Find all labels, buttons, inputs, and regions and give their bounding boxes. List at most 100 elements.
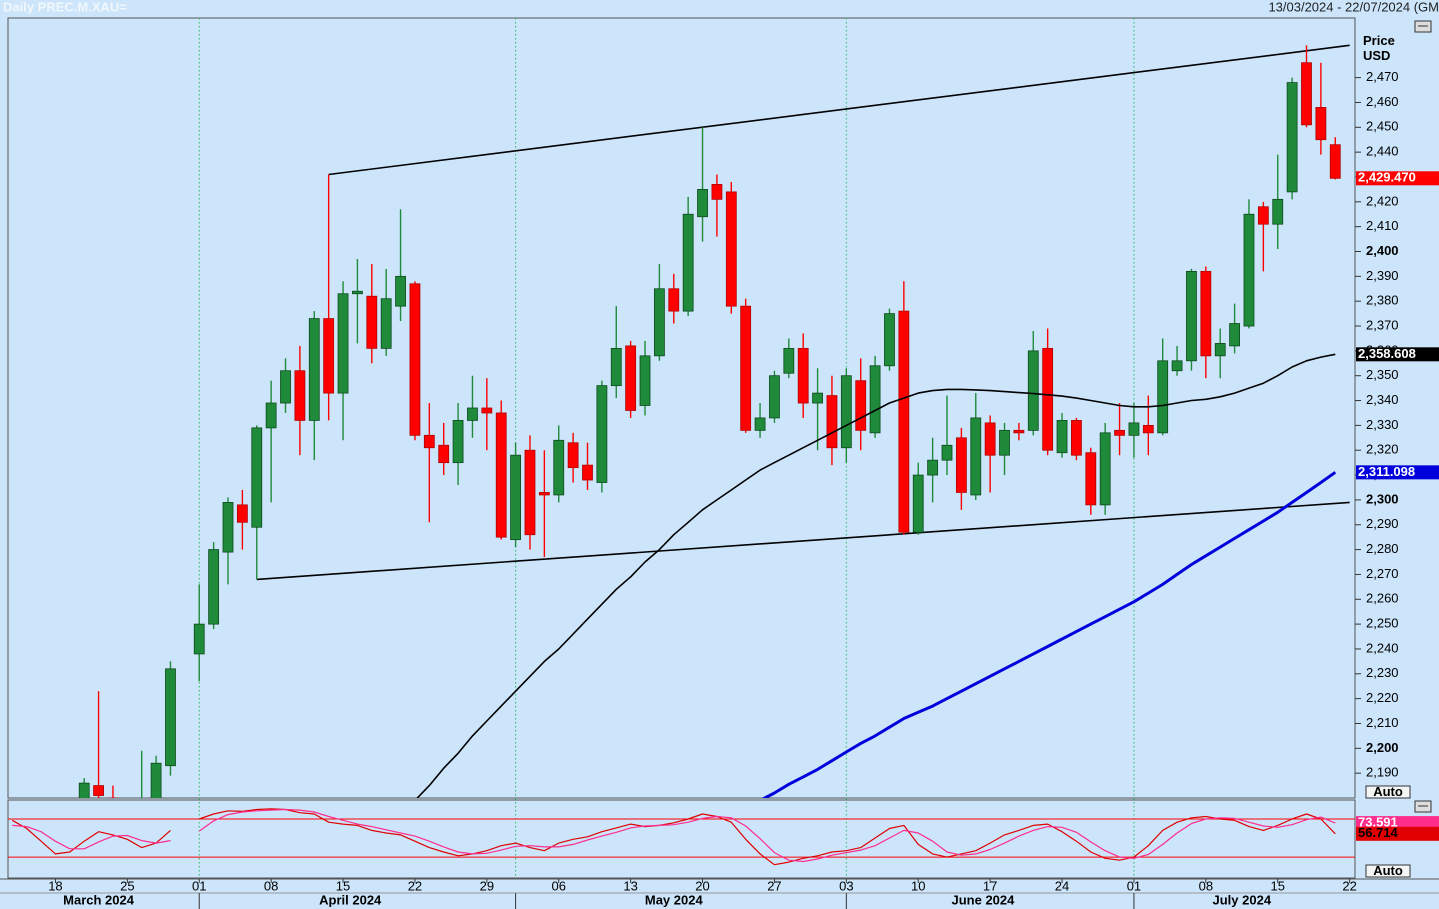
candle-body	[610, 347, 622, 387]
value-tag-bg	[1356, 465, 1439, 480]
auto-scale-button[interactable]	[1365, 785, 1411, 799]
value-tag-bg	[1356, 816, 1439, 831]
auto-scale-label: Auto	[1373, 784, 1403, 799]
x-tick-label: 08	[1199, 878, 1213, 893]
candle-body	[1329, 144, 1341, 179]
y-tick-label: 2,470	[1366, 69, 1399, 84]
x-tick-label: 22	[1342, 878, 1356, 893]
candle-body	[769, 375, 780, 419]
x-tick-label: 17	[983, 878, 997, 893]
candle-body	[668, 288, 680, 312]
candle-body	[409, 283, 421, 436]
candle-body	[955, 437, 967, 493]
candle-body	[294, 370, 306, 421]
candle-body	[1114, 429, 1125, 436]
candle-body	[1186, 270, 1197, 362]
candle-body	[625, 345, 637, 411]
month-label: July 2024	[1213, 892, 1272, 907]
candle-body	[869, 365, 881, 434]
line-series	[12, 808, 1336, 863]
candle-body	[395, 275, 406, 307]
candle-body	[366, 295, 378, 349]
x-tick-label: 01	[1127, 878, 1141, 893]
candle-body	[1027, 350, 1039, 431]
y-tick-label: 2,210	[1366, 715, 1399, 730]
candle-body	[1128, 422, 1140, 436]
candle-body	[826, 395, 838, 449]
candle-body	[697, 189, 708, 218]
candle-body	[1214, 343, 1226, 357]
candle-body	[596, 385, 608, 483]
x-tick-label: 29	[480, 878, 494, 893]
candle-body	[93, 785, 104, 796]
candle-body	[654, 288, 665, 357]
candle-body	[1257, 206, 1269, 225]
candle-body	[855, 380, 867, 431]
candle-body	[510, 454, 522, 541]
x-tick-label: 15	[336, 878, 350, 893]
candle-body	[495, 412, 507, 538]
candle-body	[783, 347, 795, 374]
x-tick-label: 01	[192, 878, 206, 893]
candle-body	[467, 407, 478, 421]
candle-body	[1272, 198, 1284, 225]
value-tag: 2,429.470	[1358, 170, 1416, 185]
month-label: June 2024	[952, 892, 1016, 907]
candle-body	[1301, 62, 1312, 126]
candle-body	[1142, 424, 1154, 434]
candle-body	[1286, 82, 1298, 193]
x-tick-label: 03	[839, 878, 853, 893]
x-tick-label: 24	[1055, 878, 1069, 893]
x-tick-label: 22	[408, 878, 422, 893]
auto-scale-button[interactable]	[1365, 864, 1411, 878]
chart-title: Daily PREC.M.XAU=	[3, 0, 127, 14]
oscillator-plot	[8, 808, 1355, 866]
candle-body	[1243, 213, 1255, 327]
candle-body	[840, 375, 852, 449]
candle-body	[797, 347, 809, 404]
date-range: 13/03/2024 - 22/07/2024 (GM	[1268, 0, 1439, 14]
y-tick-label: 2,380	[1366, 293, 1399, 308]
value-tag-bg	[1356, 347, 1439, 362]
value-tag-bg	[1356, 826, 1439, 841]
candle-body	[1229, 323, 1240, 347]
y-tick-label: 2,250	[1366, 616, 1399, 631]
trendline	[256, 501, 1350, 581]
x-tick-label: 08	[264, 878, 278, 893]
x-tick-label: 15	[1271, 878, 1285, 893]
candle-body	[567, 442, 579, 469]
candle-body	[150, 762, 162, 798]
candle-body	[898, 310, 910, 533]
candle-body	[1200, 270, 1212, 357]
y-tick-label: 2,420	[1366, 193, 1399, 208]
main-plot	[78, 44, 1350, 798]
y-tick-label: 2,460	[1366, 94, 1399, 109]
candle-body	[1171, 360, 1183, 372]
y-tick-label: 2,410	[1366, 218, 1399, 233]
candle-body	[423, 434, 435, 449]
candle-body	[165, 668, 176, 767]
y-tick-label: 2,230	[1366, 665, 1399, 680]
y-tick-label: 2,240	[1366, 640, 1399, 655]
candle-body	[1157, 360, 1169, 434]
candle-body	[884, 313, 895, 367]
value-tag: 2,311.098	[1358, 464, 1415, 479]
candle-body	[553, 439, 565, 496]
y-tick-label: 2,270	[1366, 566, 1399, 581]
candle-body	[639, 355, 651, 406]
candle-body	[1071, 420, 1082, 456]
y-axis-label: Price USD	[1363, 33, 1395, 63]
candle-body	[725, 191, 737, 307]
trendline	[328, 44, 1350, 176]
y-tick-label: 2,450	[1366, 119, 1399, 134]
main-plot-area	[7, 17, 1356, 799]
candle-body	[1056, 420, 1068, 454]
x-tick-label: 20	[695, 878, 709, 893]
y-tick-label: 2,370	[1366, 317, 1399, 332]
candle-body	[1085, 452, 1097, 506]
month-label: May 2024	[645, 892, 704, 907]
line-series	[12, 808, 1336, 866]
x-tick-label: 27	[767, 878, 781, 893]
candle-body	[682, 213, 694, 312]
